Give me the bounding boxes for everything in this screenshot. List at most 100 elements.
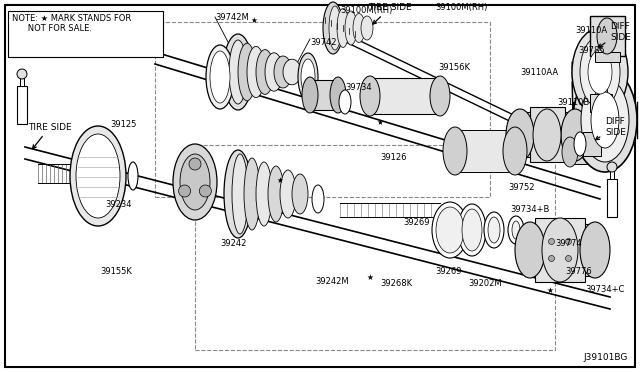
- Ellipse shape: [280, 170, 296, 218]
- Text: 39742M: 39742M: [215, 13, 249, 22]
- Ellipse shape: [345, 11, 357, 45]
- Ellipse shape: [274, 56, 292, 88]
- Text: 39734+C: 39734+C: [585, 285, 625, 295]
- Text: 39100M(RH): 39100M(RH): [435, 3, 488, 12]
- Ellipse shape: [548, 238, 554, 244]
- Bar: [370, 78, 440, 114]
- Ellipse shape: [580, 222, 610, 278]
- Ellipse shape: [312, 185, 324, 213]
- Text: 39268K: 39268K: [380, 279, 412, 289]
- Text: 39100M(RH): 39100M(RH): [340, 6, 392, 15]
- Ellipse shape: [607, 162, 617, 172]
- Bar: [595, 84, 607, 94]
- Text: 39734: 39734: [345, 83, 372, 92]
- Text: ★: ★: [251, 16, 257, 25]
- Text: 39742: 39742: [310, 38, 337, 46]
- Ellipse shape: [512, 221, 520, 239]
- Text: 39110A: 39110A: [575, 26, 607, 35]
- Ellipse shape: [247, 46, 265, 97]
- Ellipse shape: [329, 6, 341, 50]
- Text: 39126: 39126: [380, 153, 406, 161]
- Text: 39269: 39269: [435, 267, 461, 276]
- Bar: [535, 218, 585, 282]
- Text: 39269: 39269: [403, 218, 429, 227]
- Ellipse shape: [17, 69, 27, 79]
- Ellipse shape: [562, 137, 578, 167]
- Bar: [8, 11, 163, 57]
- Bar: [20, 78, 24, 86]
- Bar: [595, 52, 620, 62]
- Ellipse shape: [265, 53, 283, 91]
- Ellipse shape: [566, 256, 572, 262]
- Text: 39734+B: 39734+B: [510, 205, 549, 214]
- Ellipse shape: [588, 50, 612, 94]
- Ellipse shape: [572, 28, 628, 116]
- Ellipse shape: [256, 162, 272, 226]
- Ellipse shape: [128, 162, 138, 190]
- Text: 39202M: 39202M: [468, 279, 502, 289]
- Text: ★: ★: [376, 118, 383, 126]
- Ellipse shape: [542, 218, 578, 282]
- Ellipse shape: [283, 59, 301, 85]
- Ellipse shape: [292, 174, 308, 214]
- Text: TIRE SIDE: TIRE SIDE: [368, 3, 412, 24]
- Bar: [520, 112, 575, 157]
- Text: ★: ★: [367, 273, 373, 282]
- Bar: [590, 94, 612, 112]
- Ellipse shape: [574, 132, 586, 156]
- Ellipse shape: [432, 202, 468, 258]
- Bar: [155, 22, 490, 197]
- Ellipse shape: [238, 43, 256, 101]
- Ellipse shape: [573, 68, 637, 172]
- Ellipse shape: [458, 204, 486, 256]
- Ellipse shape: [323, 2, 343, 54]
- Bar: [530, 224, 595, 276]
- Text: 39242: 39242: [220, 240, 246, 248]
- Text: 39110B: 39110B: [557, 97, 589, 106]
- Ellipse shape: [76, 134, 120, 218]
- Bar: [530, 107, 565, 162]
- Text: DIFF
SIDE: DIFF SIDE: [595, 117, 626, 140]
- Bar: [195, 145, 555, 350]
- Text: 39156K: 39156K: [438, 62, 470, 71]
- Bar: [590, 16, 625, 56]
- Bar: [17, 86, 27, 124]
- Ellipse shape: [508, 216, 524, 244]
- Ellipse shape: [173, 144, 217, 220]
- Ellipse shape: [566, 238, 572, 244]
- Ellipse shape: [268, 166, 284, 222]
- Ellipse shape: [70, 126, 126, 226]
- Ellipse shape: [430, 76, 450, 116]
- Ellipse shape: [581, 78, 629, 162]
- Ellipse shape: [189, 158, 201, 170]
- Ellipse shape: [436, 207, 464, 253]
- Ellipse shape: [597, 18, 617, 54]
- Text: 39752: 39752: [508, 183, 534, 192]
- Bar: [310, 80, 338, 110]
- Ellipse shape: [443, 127, 467, 175]
- Ellipse shape: [330, 77, 346, 113]
- Ellipse shape: [302, 77, 318, 113]
- Text: J39101BG: J39101BG: [584, 353, 628, 362]
- Text: 39785: 39785: [578, 45, 605, 55]
- Ellipse shape: [244, 158, 260, 230]
- Text: 39242M: 39242M: [315, 278, 349, 286]
- Ellipse shape: [360, 76, 380, 116]
- Ellipse shape: [488, 217, 500, 243]
- Ellipse shape: [561, 109, 589, 161]
- Bar: [455, 130, 515, 172]
- Text: DIFF
SIDE: DIFF SIDE: [598, 22, 631, 48]
- Ellipse shape: [533, 109, 561, 161]
- Text: 39155K: 39155K: [100, 267, 132, 276]
- Ellipse shape: [515, 222, 545, 278]
- Ellipse shape: [353, 13, 365, 42]
- Text: 39774: 39774: [555, 240, 582, 248]
- Ellipse shape: [484, 212, 504, 248]
- Ellipse shape: [301, 59, 315, 95]
- Ellipse shape: [548, 256, 554, 262]
- Text: 39125: 39125: [110, 119, 136, 128]
- Ellipse shape: [462, 209, 482, 251]
- Bar: [610, 171, 614, 179]
- Ellipse shape: [256, 49, 274, 94]
- Ellipse shape: [506, 109, 534, 161]
